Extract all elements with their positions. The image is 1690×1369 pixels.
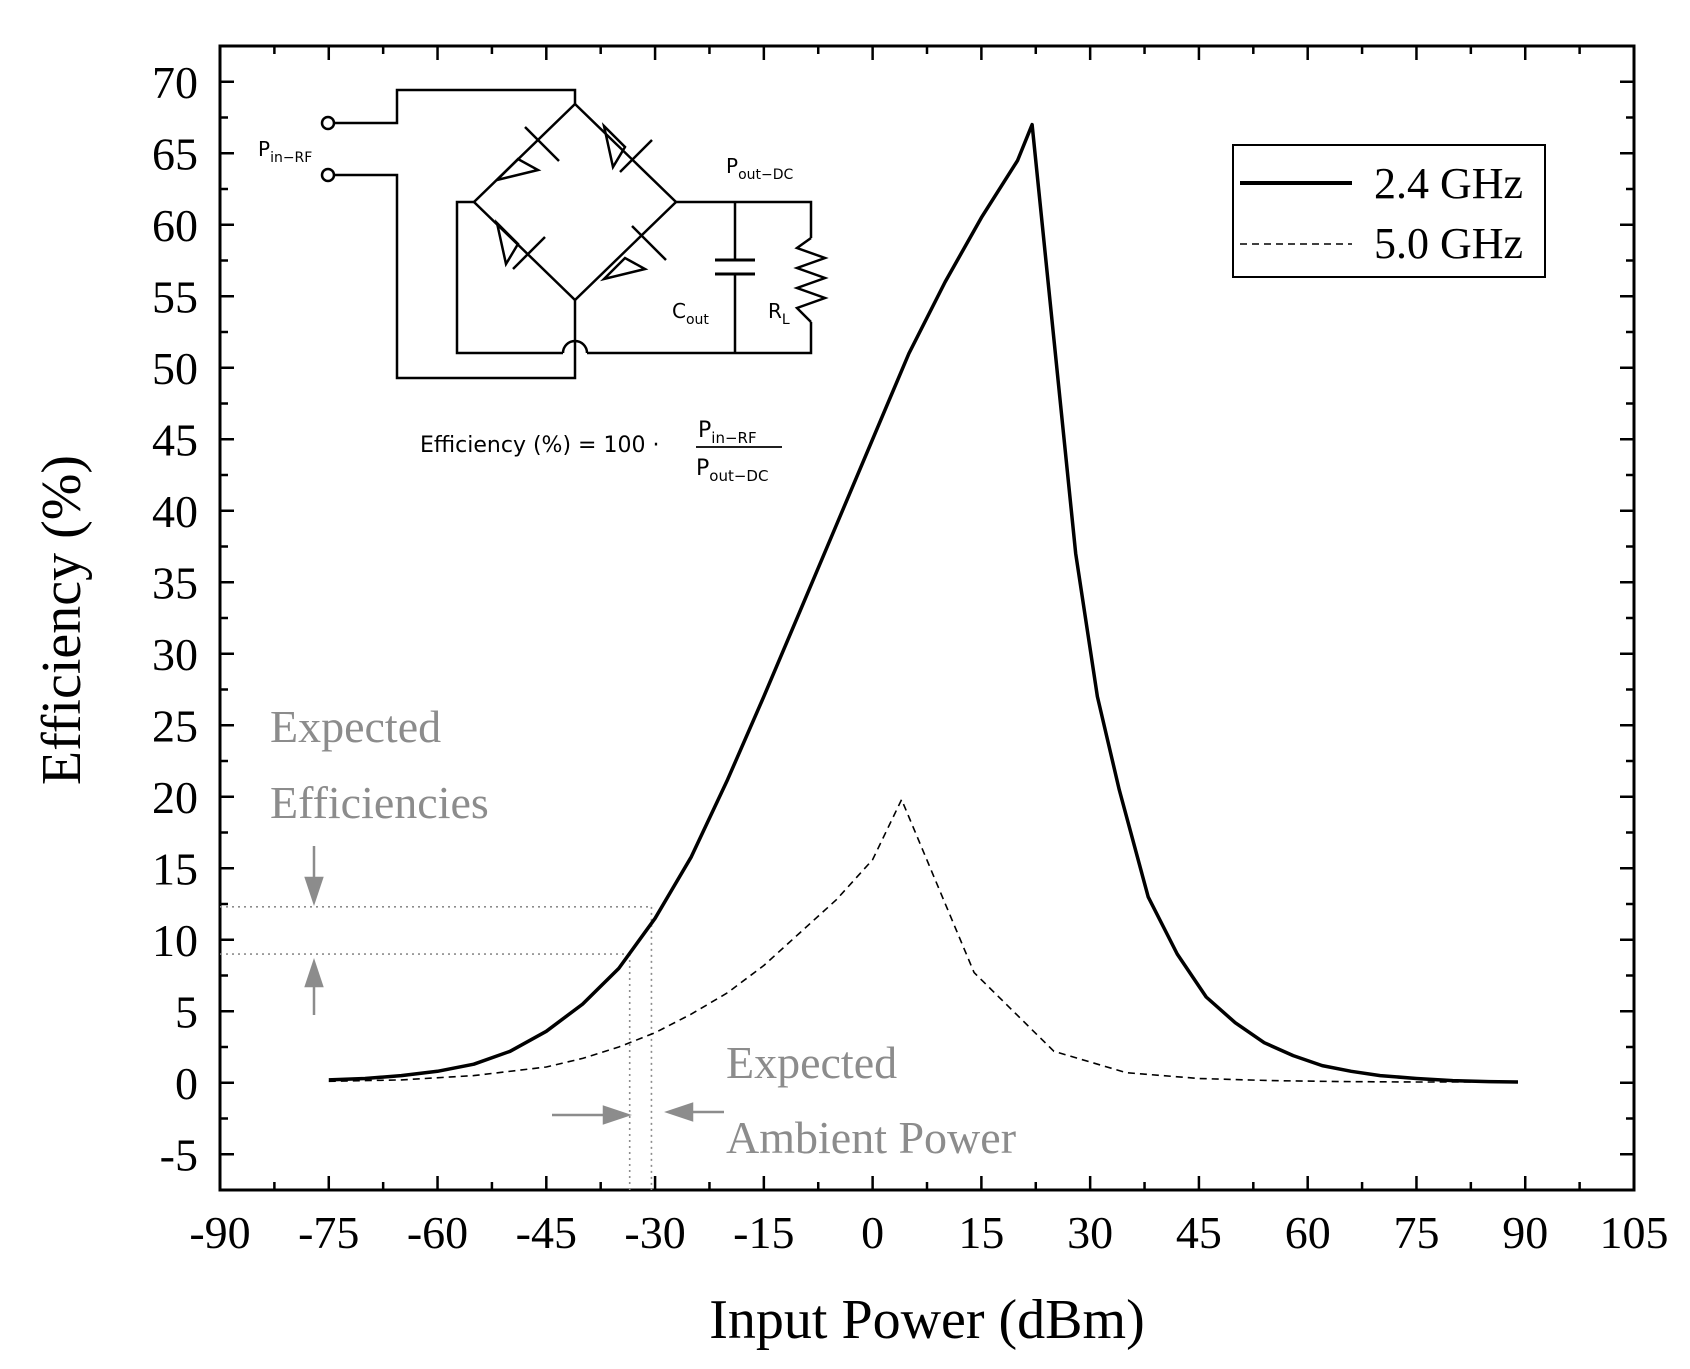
input-terminal-bottom — [320, 167, 336, 183]
equation-numerator: Pin−RF — [698, 418, 757, 447]
arrow-right-head — [602, 1105, 632, 1125]
input-terminal-top — [320, 115, 336, 131]
legend-box — [1232, 144, 1546, 278]
annotation-arrows — [304, 846, 724, 1125]
bridge-outline — [472, 103, 678, 302]
x-tick-label: -75 — [298, 1207, 359, 1258]
x-tick-label: 75 — [1393, 1207, 1439, 1258]
y-tick-label: 45 — [152, 414, 198, 465]
wire-bottom-right — [587, 322, 813, 355]
equation-denominator: Pout−DC — [696, 456, 768, 485]
wire-input-bottom — [334, 173, 577, 380]
axis-ticks — [218, 44, 1636, 1192]
x-tick-label: -30 — [624, 1207, 685, 1258]
x-tick-label: 60 — [1285, 1207, 1331, 1258]
label-pout: Pout−DC — [726, 154, 794, 183]
annotation-power-line2: Ambient Power — [726, 1112, 1016, 1163]
diode-1-body — [492, 157, 542, 183]
x-tick-label: -45 — [516, 1207, 577, 1258]
y-tick-label: 15 — [152, 843, 198, 894]
y-tick-label: 70 — [152, 57, 198, 108]
expected-range-guides — [220, 906, 653, 1190]
x-tick-label: 0 — [861, 1207, 884, 1258]
x-tick-label: 45 — [1176, 1207, 1222, 1258]
y-axis-title: Efficiency (%) — [31, 455, 93, 785]
y-tick-label: 55 — [152, 271, 198, 322]
legend: 2.4 GHz 5.0 GHz — [1232, 144, 1546, 278]
diode-4-bar — [631, 225, 667, 261]
y-tick-label: 0 — [175, 1058, 198, 1109]
x-tick-label: -60 — [407, 1207, 468, 1258]
load-resistor — [793, 236, 829, 323]
y-tick-label: 5 — [175, 986, 198, 1037]
wire-input-top — [334, 88, 577, 125]
y-tick-label: 35 — [152, 557, 198, 608]
x-tick-label: 105 — [1600, 1207, 1669, 1258]
annotation-efficiencies-line2: Efficiencies — [270, 777, 489, 828]
label-cout: Cout — [672, 299, 709, 328]
equation-lhs: Efficiency (%) = 100 · — [420, 433, 659, 458]
series-line-5-0-ghz — [328, 798, 1518, 1083]
arrow-up-head — [304, 958, 324, 988]
x-tick-label: 15 — [958, 1207, 1004, 1258]
diode-4 — [599, 225, 667, 282]
arrow-down-head — [304, 876, 324, 906]
y-tick-label: 10 — [152, 915, 198, 966]
diode-1 — [492, 126, 560, 183]
annotation-efficiencies-line1: Expected — [270, 701, 441, 752]
diode-4-body — [599, 256, 649, 282]
legend-label-5-0ghz: 5.0 GHz — [1374, 219, 1523, 268]
annotation-power-line1: Expected — [726, 1037, 897, 1088]
y-tick-label: 20 — [152, 772, 198, 823]
y-tick-labels: -5 0 5 10 15 20 25 30 35 40 45 50 55 60 65 70 — [152, 57, 198, 1181]
x-tick-label: -90 — [189, 1207, 250, 1258]
diode-1-bar — [524, 126, 560, 162]
diode-3-bar — [512, 236, 546, 270]
x-tick-label: -15 — [733, 1207, 794, 1258]
diode-3-body — [494, 219, 520, 268]
x-tick-label: 90 — [1502, 1207, 1548, 1258]
y-tick-label: 65 — [152, 128, 198, 179]
diode-2-body — [601, 122, 627, 171]
rectifier-circuit — [320, 88, 829, 380]
x-tick-label: 30 — [1067, 1207, 1113, 1258]
y-tick-label: 40 — [152, 486, 198, 537]
diode-2-bar — [619, 139, 653, 173]
y-tick-label: 25 — [152, 700, 198, 751]
legend-label-2-4ghz: 2.4 GHz — [1374, 159, 1523, 208]
wire-output — [676, 200, 813, 238]
y-tick-label: 60 — [152, 200, 198, 251]
diode-3 — [494, 219, 546, 270]
x-axis-title: Input Power (dBm) — [709, 1289, 1145, 1351]
y-tick-label: 30 — [152, 629, 198, 680]
x-tick-labels: -90 -75 -60 -45 -30 -15 0 15 30 45 60 75 90 105 — [189, 1207, 1668, 1258]
y-tick-label: -5 — [160, 1129, 198, 1180]
arrow-left-head — [664, 1102, 694, 1122]
y-tick-label: 50 — [152, 343, 198, 394]
series-group — [328, 122, 1519, 1084]
wire-left-return — [455, 200, 563, 355]
label-rl: RL — [768, 299, 790, 328]
series-line-2-4-ghz — [328, 122, 1519, 1084]
diode-2 — [601, 122, 653, 173]
label-pin: Pin−RF — [258, 137, 312, 166]
